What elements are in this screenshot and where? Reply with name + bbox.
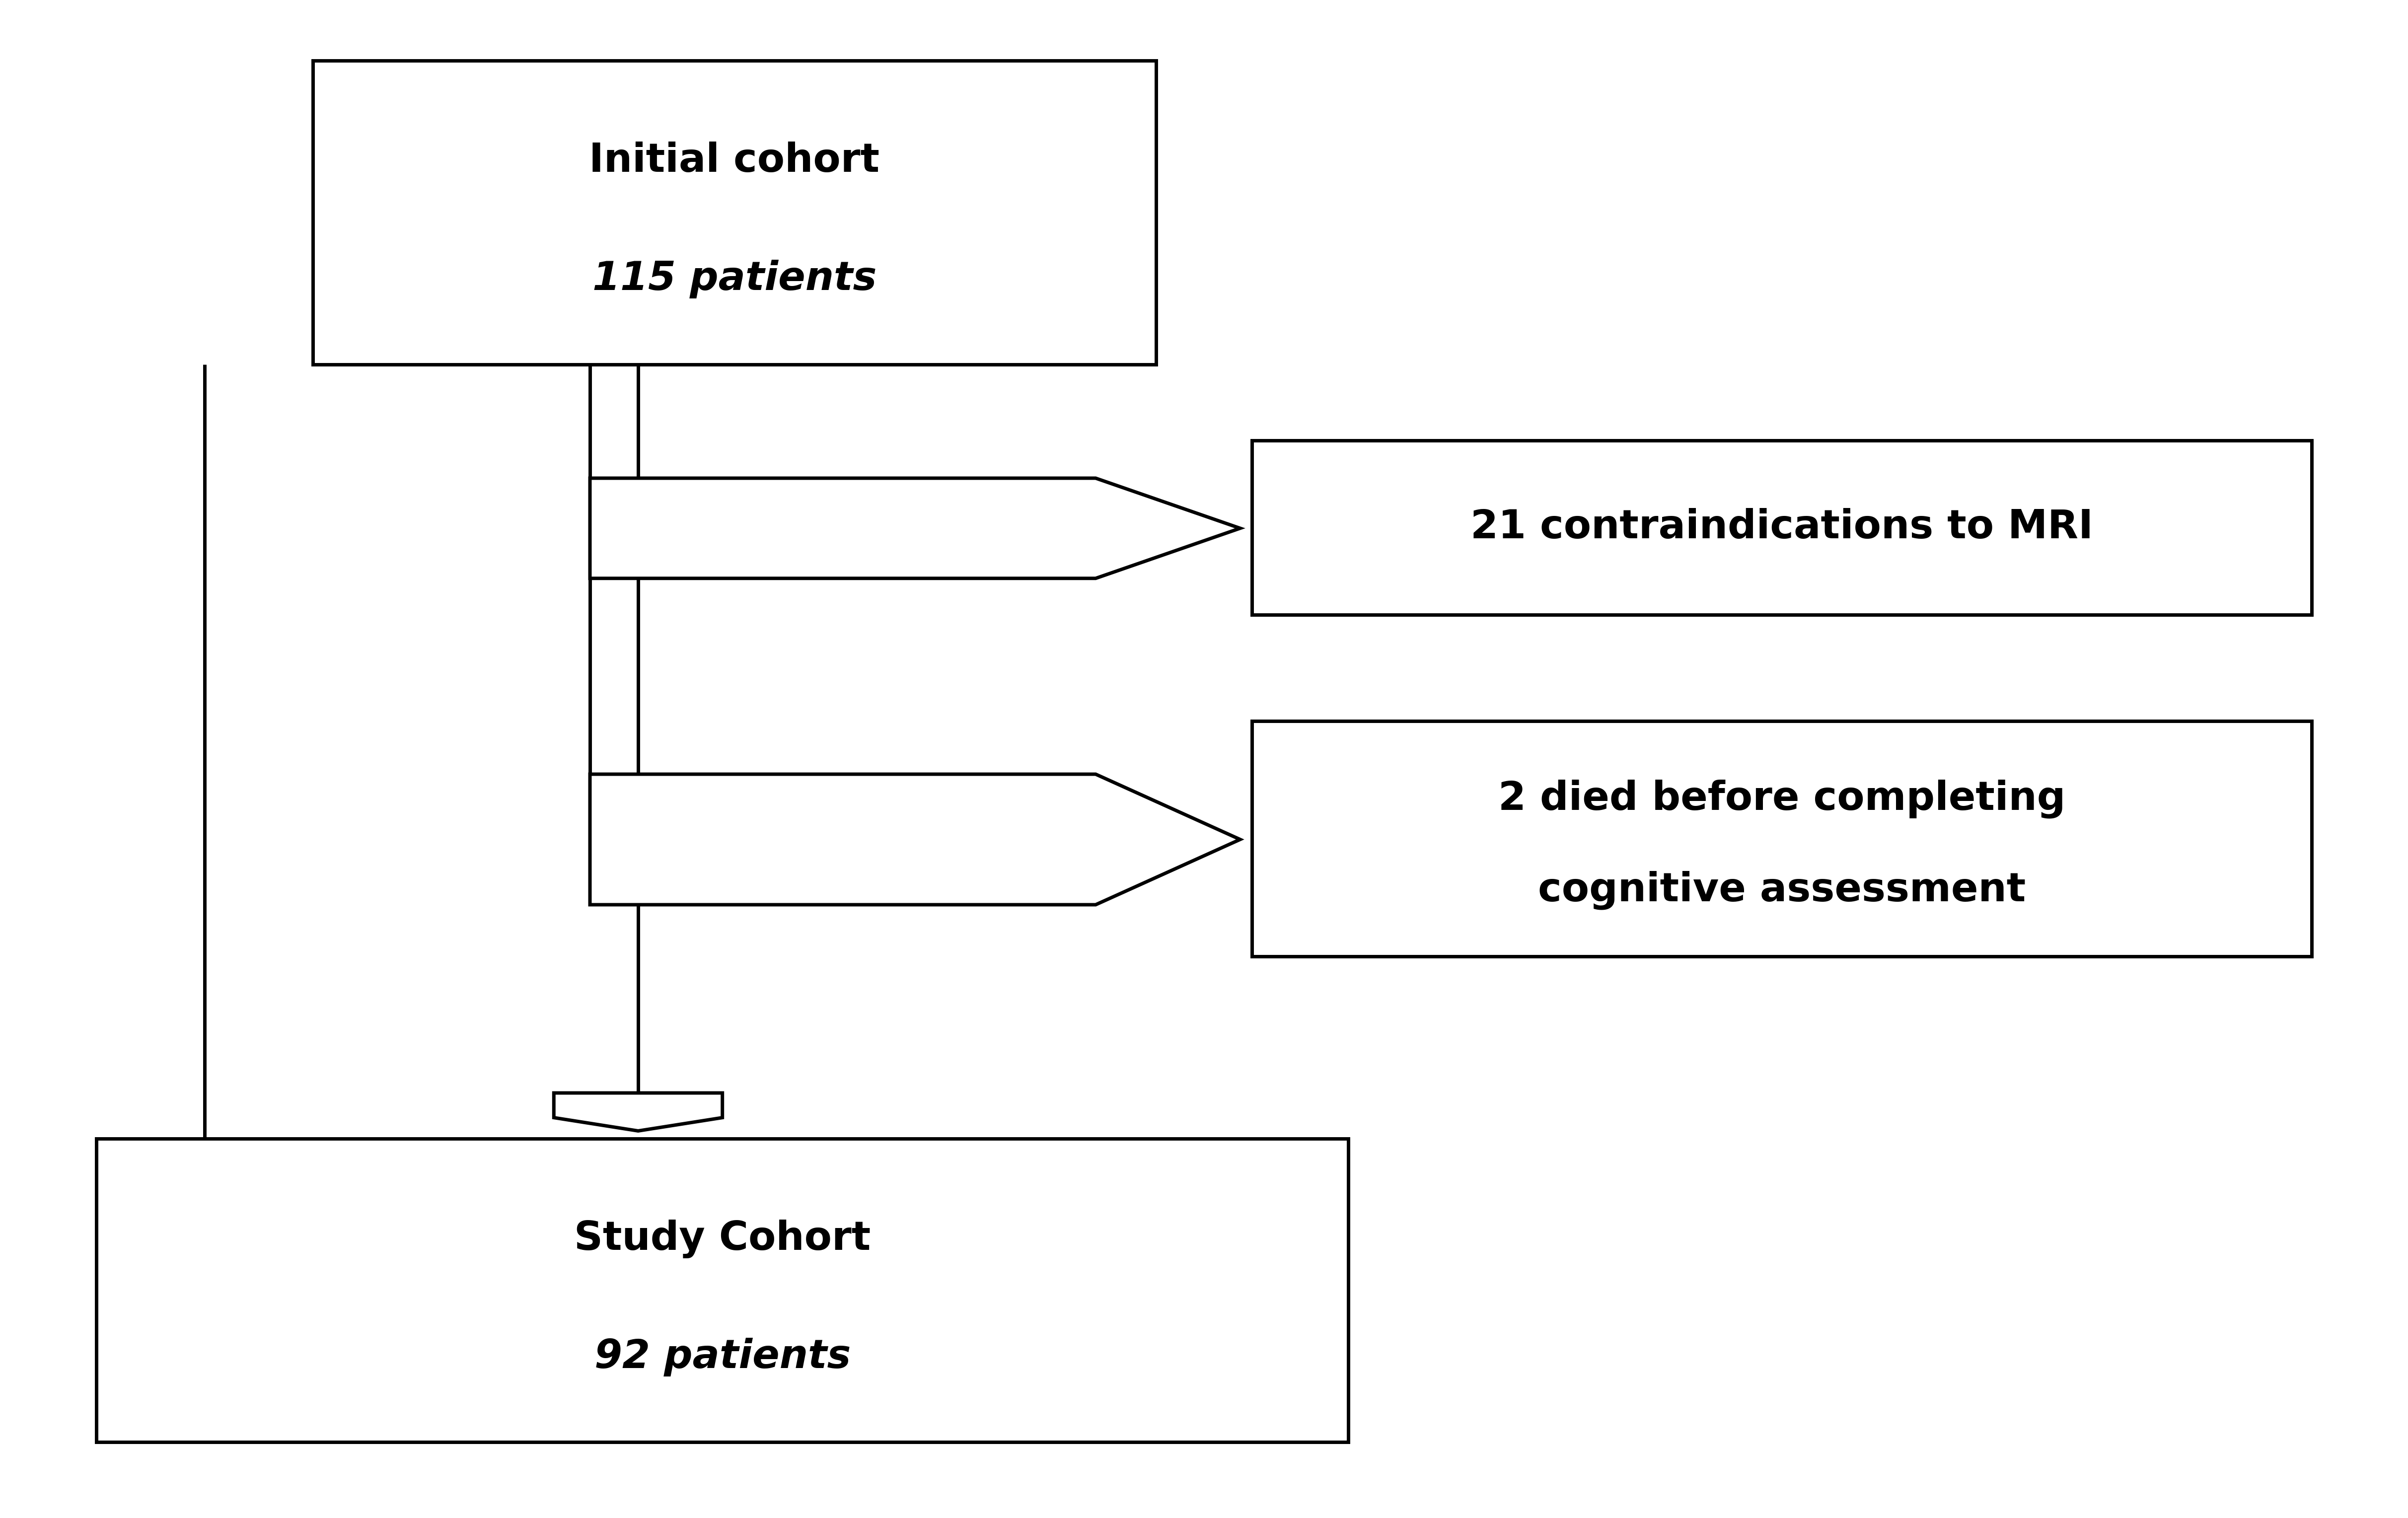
Text: Initial cohort: Initial cohort <box>590 141 879 181</box>
Polygon shape <box>554 1093 722 1131</box>
FancyBboxPatch shape <box>1252 440 2312 615</box>
FancyBboxPatch shape <box>1252 721 2312 956</box>
FancyBboxPatch shape <box>313 61 1156 364</box>
Text: 92 patients: 92 patients <box>595 1337 850 1377</box>
Text: 21 contraindications to MRI: 21 contraindications to MRI <box>1471 509 2093 546</box>
Text: cognitive assessment: cognitive assessment <box>1539 871 2025 909</box>
Text: Study Cohort: Study Cohort <box>573 1219 872 1258</box>
Polygon shape <box>590 774 1240 905</box>
Polygon shape <box>590 478 1240 578</box>
Text: 115 patients: 115 patients <box>592 260 877 299</box>
Text: 2 died before completing: 2 died before completing <box>1498 779 2066 818</box>
FancyBboxPatch shape <box>96 1138 1348 1442</box>
